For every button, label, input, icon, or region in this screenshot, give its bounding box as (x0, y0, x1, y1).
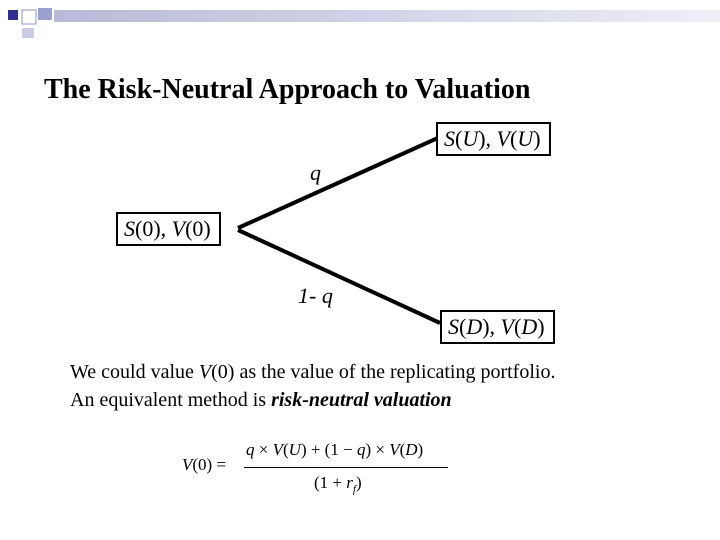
down-branch (237, 228, 441, 325)
explanation-line-1: We could value V(0) as the value of the … (70, 361, 556, 383)
slide-title: The Risk-Neutral Approach to Valuation (44, 74, 531, 105)
decorative-squares (8, 8, 720, 38)
formula-lhs: V(0) = (182, 455, 227, 474)
formula-numerator: q × V(U) + (1 − q) × V(D) (246, 440, 424, 459)
up-node: S(U), V(U) (436, 122, 551, 156)
up-branch (237, 135, 441, 230)
explanation-text: We could value V(0) as the value of the … (70, 358, 555, 414)
down-probability: 1- q (298, 283, 333, 308)
valuation-formula: V(0) = q × V(U) + (1 − q) × V(D) (1 + rf… (182, 436, 452, 502)
formula-denominator: (1 + rf) (314, 473, 362, 496)
root-node: S(0), V(0) (116, 212, 221, 246)
fraction-bar (244, 467, 448, 468)
explanation-line-2: An equivalent method is risk-neutral val… (70, 389, 452, 411)
down-node: S(D), V(D) (440, 310, 555, 344)
up-probability: q (310, 160, 321, 185)
